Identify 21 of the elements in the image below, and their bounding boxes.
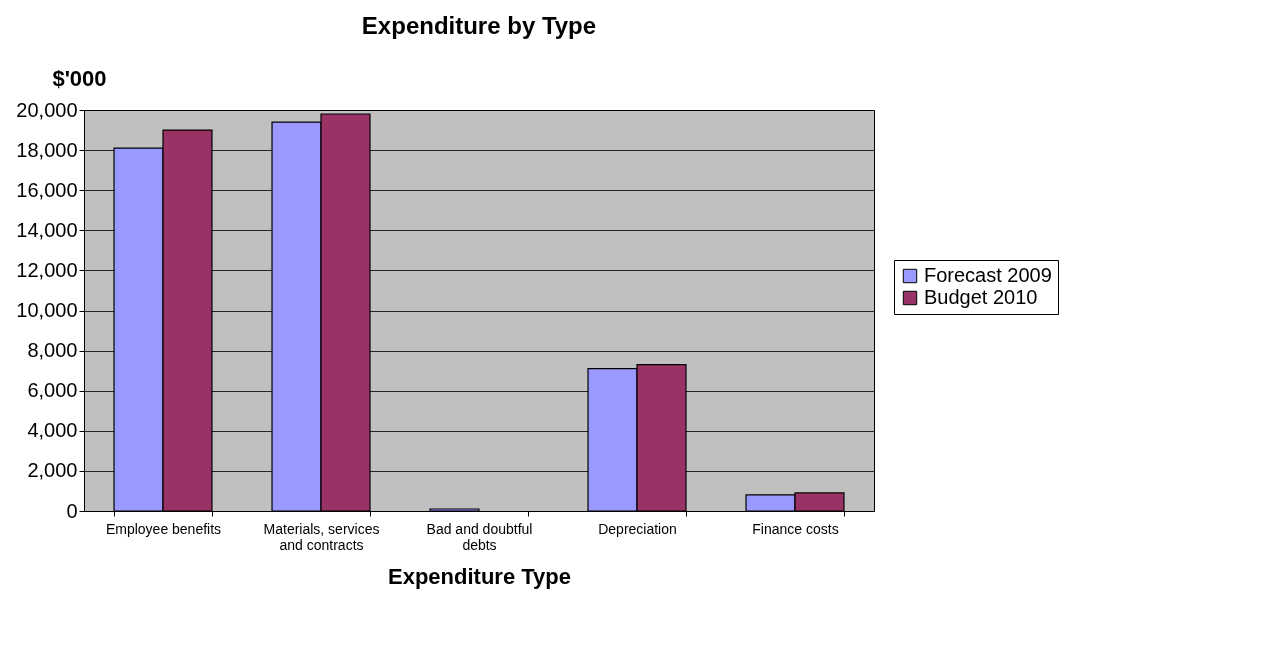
y-tick-label: 10,000 [16, 299, 78, 321]
chart-title: Expenditure by Type [361, 12, 597, 39]
y-tick-label: 20,000 [16, 98, 78, 121]
y-tick-label: 0 [66, 499, 78, 522]
x-axis-title: Expenditure Type [388, 563, 571, 589]
legend-label: Budget 2010 [924, 286, 1038, 308]
y-tick-label: 2,000 [27, 459, 78, 482]
x-tick-label: Finance costs [752, 520, 839, 537]
legend-label: Forecast 2009 [924, 264, 1052, 286]
x-tick-label: Bad and doubtful debts [426, 520, 533, 553]
y-tick-label: 4,000 [27, 419, 78, 442]
y-tick-label: 6,000 [27, 379, 78, 402]
y-tick-label: 12,000 [16, 258, 78, 281]
y-tick-label: 18,000 [16, 138, 78, 161]
x-tick-label: Depreciation [598, 520, 677, 537]
y-tick-label: 8,000 [27, 339, 78, 362]
y-axis-title: $'000 [52, 65, 107, 91]
x-tick-label: Employee benefits [105, 520, 222, 537]
y-tick-label: 16,000 [16, 178, 78, 201]
x-tick-label: Materials, services and contracts [263, 520, 380, 553]
y-tick-label: 14,000 [16, 218, 78, 241]
